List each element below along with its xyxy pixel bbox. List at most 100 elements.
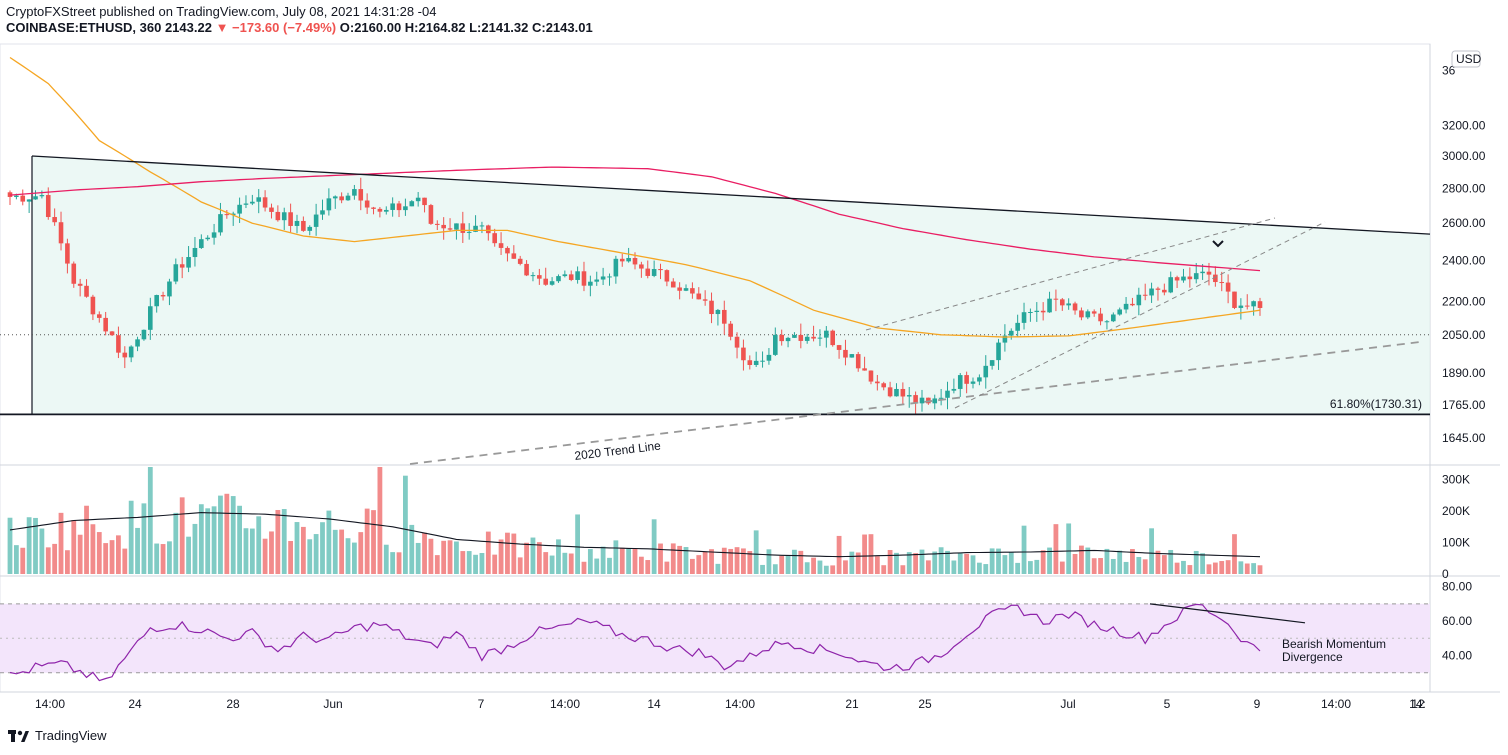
volume-bar	[887, 549, 893, 574]
candle-body	[824, 330, 829, 338]
candle-body	[951, 388, 957, 391]
volume-bar	[1149, 528, 1154, 574]
candle-body	[371, 207, 376, 209]
candle-body	[1047, 298, 1052, 313]
volume-bar	[1117, 550, 1123, 574]
volume-bar	[230, 496, 236, 574]
volume-bar	[696, 555, 702, 574]
rising-wedge-lower	[954, 221, 1326, 409]
price-axis-label: 1645.00	[1442, 431, 1486, 445]
volume-bar	[607, 557, 612, 574]
candle-body	[549, 281, 555, 285]
volume-bar	[1174, 562, 1180, 574]
volume-bar	[530, 537, 536, 574]
candle-body	[454, 223, 459, 230]
candle-body	[243, 203, 249, 205]
candle-body	[294, 220, 300, 226]
time-axis-label: 24	[128, 697, 142, 711]
rsi-axis-label: 40.00	[1442, 649, 1472, 663]
candle-body	[1136, 294, 1142, 306]
candle-body	[224, 214, 230, 216]
candle-body	[792, 334, 797, 338]
candle-body	[1072, 303, 1078, 311]
candle-body	[1193, 273, 1199, 280]
candle-body	[875, 381, 880, 384]
time-axis-label: Jul	[1060, 697, 1075, 711]
candle-body	[664, 270, 670, 282]
tradingview-logo-icon	[8, 729, 29, 742]
volume-bar	[1225, 560, 1231, 574]
volume-bar	[409, 524, 415, 574]
volume-bar	[1091, 558, 1097, 574]
candle-body	[58, 222, 64, 244]
candle-body	[779, 334, 784, 342]
volume-bar	[568, 553, 574, 574]
volume-bar	[45, 547, 51, 574]
candle-body	[913, 395, 918, 404]
candle-body	[575, 271, 580, 280]
candle-body	[1098, 313, 1103, 322]
candle-body	[1181, 276, 1186, 281]
candle-body	[173, 264, 179, 282]
volume-bar	[581, 561, 587, 574]
volume-bar	[147, 467, 153, 574]
candle-body	[1066, 303, 1071, 306]
candle-body	[798, 334, 804, 341]
candle-body	[530, 275, 536, 277]
volume-bar	[1034, 559, 1040, 574]
candle-body	[1225, 282, 1231, 292]
volume-bar	[1059, 561, 1065, 574]
time-axis-label: 14:00	[1321, 697, 1351, 711]
candle-body	[887, 387, 893, 397]
volume-bar	[1066, 523, 1072, 574]
volume-bar	[307, 539, 313, 574]
volume-bar	[1168, 549, 1174, 574]
volume-bar	[734, 547, 740, 574]
candle-body	[307, 226, 313, 231]
volume-bar	[913, 553, 919, 574]
volume-moving-average	[9, 512, 1261, 558]
candle-body	[326, 198, 332, 211]
volume-bar	[804, 562, 810, 574]
candle-body	[932, 398, 938, 404]
volume-bar	[849, 551, 855, 574]
candle-body	[364, 200, 370, 208]
candle-body	[237, 204, 242, 214]
candle-body	[26, 199, 32, 202]
candle-body	[84, 285, 89, 297]
volume-bar	[205, 508, 211, 574]
candle-body	[1079, 310, 1084, 318]
volume-bar	[313, 534, 319, 574]
volume-bar	[638, 556, 644, 574]
candle-body	[192, 247, 198, 258]
volume-bar	[479, 553, 485, 574]
volume-bar	[619, 547, 625, 574]
candle-body	[766, 354, 772, 361]
candle-body	[957, 375, 963, 389]
volume-axis-label: 0	[1442, 567, 1449, 581]
volume-bar	[1015, 562, 1021, 574]
volume-bar	[167, 541, 172, 574]
volume-bar	[492, 554, 498, 574]
volume-bar	[772, 564, 778, 574]
candle-body	[734, 336, 740, 348]
volume-bar	[454, 541, 459, 574]
candle-body	[211, 232, 217, 238]
time-axis-label: 5	[1164, 697, 1171, 711]
candle-body	[613, 258, 619, 277]
volume-bar	[300, 526, 306, 574]
volume-bar	[218, 495, 223, 574]
volume-bar	[721, 547, 727, 574]
candle-body	[352, 189, 357, 196]
volume-bar	[466, 551, 472, 574]
volume-bar	[434, 555, 440, 574]
candle-body	[830, 330, 836, 346]
volume-bar	[1098, 558, 1103, 574]
rising-wedge-upper	[865, 217, 1276, 331]
candle-body	[938, 397, 944, 399]
candle-body	[1200, 271, 1205, 274]
volume-bar	[498, 539, 504, 574]
candle-body	[1174, 277, 1180, 281]
footer-brand[interactable]: TradingView	[8, 728, 107, 743]
